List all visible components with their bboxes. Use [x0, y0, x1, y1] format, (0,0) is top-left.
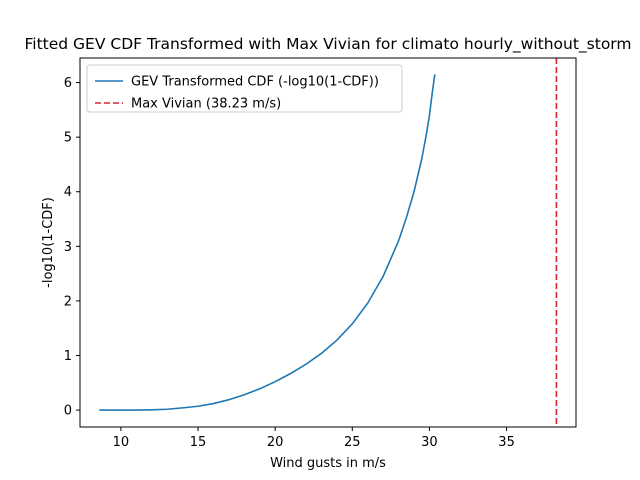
- legend: GEV Transformed CDF (-log10(1-CDF)) Max …: [86, 64, 403, 113]
- y-tick-label: 5: [64, 131, 72, 146]
- x-tick-label: 10: [113, 435, 130, 450]
- ticks-layer: 10 15 20 25 30 35 0 1 2 3 4 5 6: [64, 76, 515, 450]
- y-axis-label: -log10(1-CDF): [41, 197, 56, 288]
- x-tick-label: 15: [190, 435, 207, 450]
- y-tick-label: 2: [64, 294, 72, 309]
- gev-cdf-line: [99, 74, 436, 411]
- y-tick-label: 4: [64, 185, 72, 200]
- y-tick-label: 0: [64, 404, 72, 419]
- legend-entry-gev: GEV Transformed CDF (-log10(1-CDF)): [131, 75, 379, 90]
- x-tick-label: 20: [267, 435, 284, 450]
- plot-frame: [79, 57, 577, 428]
- legend-box: [86, 64, 403, 113]
- x-tick-label: 35: [498, 435, 515, 450]
- x-tick-label: 25: [344, 435, 361, 450]
- chart-title: Fitted GEV CDF Transformed with Max Vivi…: [24, 35, 631, 54]
- x-axis-label: Wind gusts in m/s: [270, 456, 386, 471]
- y-tick-label: 6: [64, 76, 72, 91]
- plot-layer: [99, 58, 558, 427]
- y-tick-label: 1: [64, 349, 72, 364]
- y-tick-label: 3: [64, 240, 72, 255]
- x-tick-label: 30: [421, 435, 438, 450]
- legend-entry-max-vivian: Max Vivian (38.23 m/s): [131, 97, 281, 112]
